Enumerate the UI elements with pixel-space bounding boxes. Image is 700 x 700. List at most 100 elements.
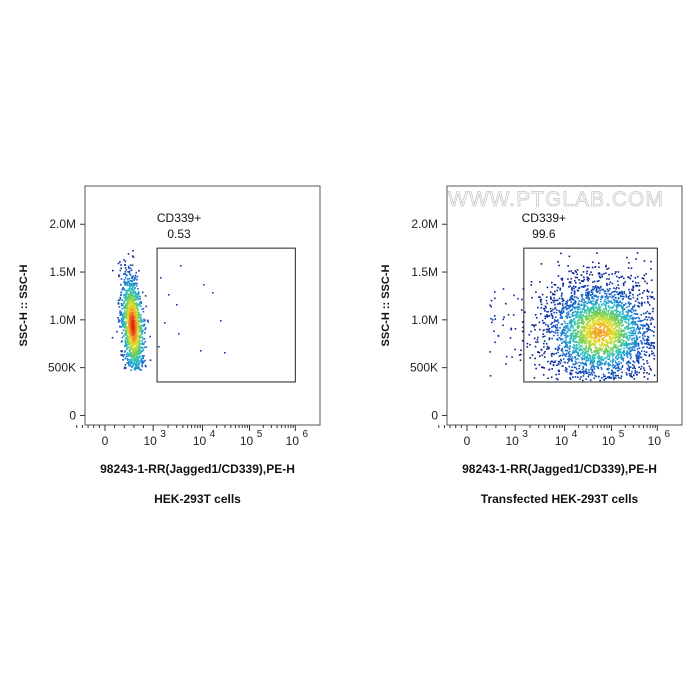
event-dot (593, 313, 596, 316)
x-tick-label: 10 (286, 434, 300, 448)
event-dot (641, 277, 644, 279)
event-dot (120, 283, 122, 286)
event-dot (634, 343, 637, 346)
event-dot (128, 308, 131, 311)
event-dot (137, 317, 140, 320)
event-dot (555, 377, 558, 380)
x-tick-exponent: 6 (665, 429, 671, 440)
plot-frame (446, 185, 683, 426)
event-dot (135, 358, 137, 360)
event-dot (568, 281, 571, 284)
event-dot (617, 320, 619, 322)
event-dot (606, 319, 608, 322)
event-dot (543, 322, 545, 324)
event-dot (620, 342, 623, 345)
event-dot (593, 280, 596, 283)
event-dot (595, 326, 597, 329)
event-dot (132, 312, 134, 315)
event-dot (617, 367, 619, 369)
event-dot (602, 320, 604, 323)
event-dot (124, 271, 127, 273)
event-dot (624, 327, 627, 330)
event-dot (619, 320, 622, 322)
event-dot (609, 312, 612, 315)
event-dot (490, 305, 492, 308)
event-dot (120, 326, 122, 328)
event-dot (130, 361, 132, 364)
event-dot (555, 327, 558, 330)
event-dot (571, 312, 574, 315)
event-dot (644, 335, 646, 338)
event-dot (129, 312, 132, 314)
event-dot (591, 296, 594, 298)
event-dot (572, 350, 575, 352)
event-dot (129, 327, 131, 330)
event-dot (537, 351, 539, 353)
event-dot (606, 355, 608, 358)
x-axis-ticks: 0 10 3 10 4 10 5 10 6 (438, 425, 671, 448)
event-dot (548, 347, 550, 350)
event-dot (141, 336, 144, 339)
event-dot (591, 288, 594, 291)
event-dot (125, 289, 127, 292)
event-dot (630, 302, 632, 305)
event-dot (571, 305, 574, 308)
event-dot (623, 292, 626, 295)
event-dot (609, 330, 612, 333)
event-dot (132, 353, 135, 355)
event-dot (582, 323, 585, 325)
event-dot (130, 320, 132, 322)
event-dot (590, 309, 593, 311)
event-dot (582, 307, 585, 310)
event-dot (625, 341, 627, 343)
event-dot (617, 330, 620, 333)
event-dot (615, 307, 618, 309)
cd339-gate[interactable] (156, 247, 296, 383)
event-dot (601, 359, 603, 361)
event-dot (574, 335, 576, 337)
event-dot (645, 316, 647, 318)
event-dot (586, 327, 589, 330)
event-dot (129, 318, 132, 321)
event-dot (134, 287, 136, 289)
event-dot (648, 304, 651, 306)
event-dot (564, 334, 567, 336)
event-dot (589, 361, 592, 364)
event-dot (601, 318, 604, 320)
event-dot (130, 318, 133, 320)
event-dot (632, 323, 634, 326)
event-dot (585, 359, 588, 362)
event-dot (579, 340, 582, 343)
event-dot (139, 301, 141, 304)
event-dot (564, 329, 566, 331)
event-dot (607, 353, 609, 356)
event-dot (597, 361, 599, 363)
event-dot (628, 276, 630, 279)
event-dot (635, 317, 638, 319)
x-tick-label: 10 (555, 434, 569, 448)
event-dot (587, 333, 590, 336)
event-dot (131, 323, 134, 325)
event-dot (599, 347, 602, 349)
event-dot (560, 310, 562, 312)
event-dot (609, 318, 611, 320)
event-dot (630, 373, 633, 375)
event-dot (629, 335, 631, 337)
event-dot (553, 293, 556, 296)
event-dot (127, 294, 130, 296)
event-dot (132, 344, 134, 347)
cd339-gate[interactable] (523, 247, 658, 383)
event-dot (575, 362, 578, 365)
event-dot (505, 355, 508, 358)
x-tick-label: 0 (102, 434, 109, 448)
event-dot (598, 349, 600, 351)
event-dot (638, 285, 641, 287)
event-dot (599, 292, 601, 294)
event-dot (131, 280, 133, 282)
event-dot (602, 339, 605, 341)
event-dot (565, 368, 568, 370)
event-dot (608, 306, 610, 309)
event-dot (630, 353, 632, 356)
event-dot (627, 322, 630, 325)
event-dot (124, 273, 127, 275)
